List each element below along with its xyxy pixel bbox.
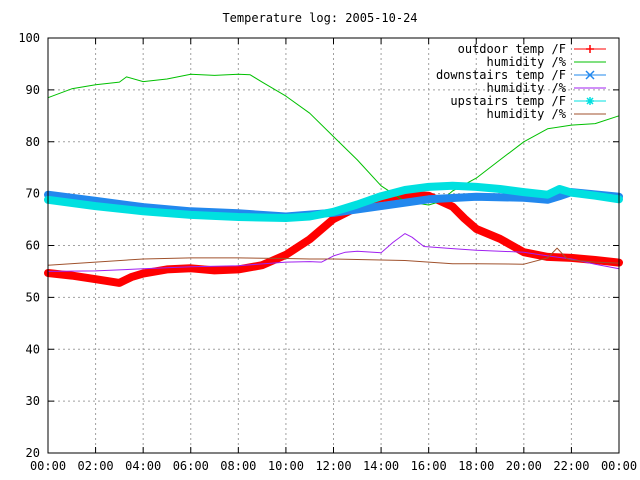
y-tick-label: 30 — [26, 394, 40, 408]
y-tick-label: 20 — [26, 446, 40, 460]
cross-marker-icon — [585, 70, 595, 80]
x-tick-label: 14:00 — [363, 459, 399, 473]
series-line-1 — [44, 191, 623, 287]
x-tick-label: 10:00 — [268, 459, 304, 473]
star-marker-icon — [586, 97, 594, 105]
y-tick-label: 70 — [26, 187, 40, 201]
x-tick-label: 18:00 — [458, 459, 494, 473]
x-tick-label: 08:00 — [220, 459, 256, 473]
legend-label: humidity /% — [487, 81, 567, 95]
y-tick-label: 40 — [26, 342, 40, 356]
y-tick-label: 60 — [26, 239, 40, 253]
grid-lines — [48, 38, 619, 453]
legend-label: upstairs temp /F — [450, 94, 566, 108]
x-tick-label: 20:00 — [506, 459, 542, 473]
y-tick-label: 90 — [26, 83, 40, 97]
series-line-2 — [47, 73, 620, 206]
x-tick-label: 02:00 — [78, 459, 114, 473]
chart-title: Temperature log: 2005-10-24 — [222, 11, 417, 25]
legend-label: humidity /% — [487, 107, 567, 121]
legend-label: outdoor temp /F — [458, 42, 566, 56]
x-tick-label: 12:00 — [315, 459, 351, 473]
series-line-5 — [44, 181, 623, 222]
y-tick-label: 50 — [26, 290, 40, 304]
x-tick-label: 06:00 — [173, 459, 209, 473]
series-line-4 — [47, 233, 620, 272]
series-line-6 — [47, 247, 620, 266]
legend-label: humidity /% — [487, 55, 567, 69]
x-tick-label: 00:00 — [601, 459, 637, 473]
y-tick-label: 80 — [26, 135, 40, 149]
x-tick-label: 04:00 — [125, 459, 161, 473]
legend-label: downstairs temp /F — [436, 68, 566, 82]
axis-ticks: 20 30 40 50 60 70 80 90 100 00:00 02:00 04:00 06:00 0… — [18, 31, 637, 473]
plus-marker-icon — [586, 45, 594, 53]
y-tick-label: 100 — [18, 31, 40, 45]
plot-frame — [47, 37, 620, 454]
x-tick-label: 00:00 — [30, 459, 66, 473]
data-series — [44, 73, 623, 287]
x-tick-label: 16:00 — [411, 459, 447, 473]
x-tick-label: 22:00 — [553, 459, 589, 473]
